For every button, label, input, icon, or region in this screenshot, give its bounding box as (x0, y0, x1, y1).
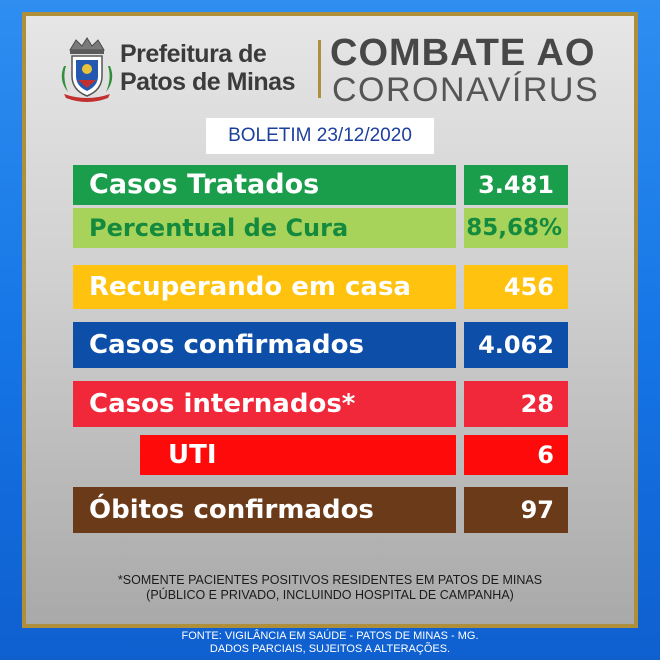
footnote: *SOMENTE PACIENTES POSITIVOS RESIDENTES … (60, 573, 600, 603)
percentual-cura-value-box: 85,68% (464, 208, 568, 248)
internados-value: 28 (520, 390, 554, 418)
campaign-title-line1: COMBATE AO (330, 32, 596, 74)
casos-tratados-value-box: 3.481 (464, 165, 568, 205)
uti-value-box: 6 (464, 435, 568, 475)
uti-label: UTI (168, 440, 217, 470)
footnote-line2: (PÚBLICO E PRIVADO, INCLUINDO HOSPITAL D… (146, 588, 514, 602)
obitos-label: Óbitos confirmados (89, 495, 374, 525)
percentual-cura-label-box: Percentual de Cura (73, 208, 456, 248)
header-divider (318, 40, 321, 98)
obitos-value-box: 97 (464, 487, 568, 533)
confirmados-value-box: 4.062 (464, 322, 568, 368)
municipal-coat-of-arms-icon (61, 37, 113, 102)
bulletin-date-badge: BOLETIM 23/12/2020 (206, 118, 434, 154)
casos-tratados-label: Casos Tratados (89, 169, 320, 200)
confirmados-label-box: Casos confirmados (73, 322, 456, 368)
percentual-cura-value: 85,68% (466, 215, 562, 241)
source-note: FONTE: VIGILÂNCIA EM SAÚDE - PATOS DE MI… (0, 630, 660, 656)
recuperando-label: Recuperando em casa (89, 272, 411, 302)
recuperando-value: 456 (503, 273, 554, 301)
municipality-title-line1: Prefeitura de (120, 40, 267, 68)
internados-value-box: 28 (464, 381, 568, 427)
source-line2: DADOS PARCIAIS, SUJEITOS A ALTERAÇÕES. (209, 643, 451, 655)
percentual-cura-label: Percentual de Cura (89, 214, 349, 242)
internados-label-box: Casos internados* (73, 381, 456, 427)
casos-tratados-label-box: Casos Tratados (73, 165, 456, 205)
municipality-title: Prefeitura de Patos de Minas (120, 40, 296, 96)
uti-label-box: UTI (140, 435, 456, 475)
obitos-value: 97 (520, 496, 554, 524)
campaign-title-line2: CORONAVÍRUS (332, 71, 600, 109)
confirmados-label: Casos confirmados (89, 330, 364, 360)
internados-label: Casos internados* (89, 389, 356, 419)
casos-tratados-value: 3.481 (478, 171, 554, 199)
obitos-label-box: Óbitos confirmados (73, 487, 456, 533)
footnote-line1: *SOMENTE PACIENTES POSITIVOS RESIDENTES … (117, 573, 543, 587)
source-line1: FONTE: VIGILÂNCIA EM SAÚDE - PATOS DE MI… (181, 630, 479, 642)
recuperando-label-box: Recuperando em casa (73, 265, 456, 309)
uti-value: 6 (537, 441, 554, 469)
recuperando-value-box: 456 (464, 265, 568, 309)
confirmados-value: 4.062 (478, 331, 554, 359)
municipality-title-line2: Patos de Minas (120, 68, 296, 96)
